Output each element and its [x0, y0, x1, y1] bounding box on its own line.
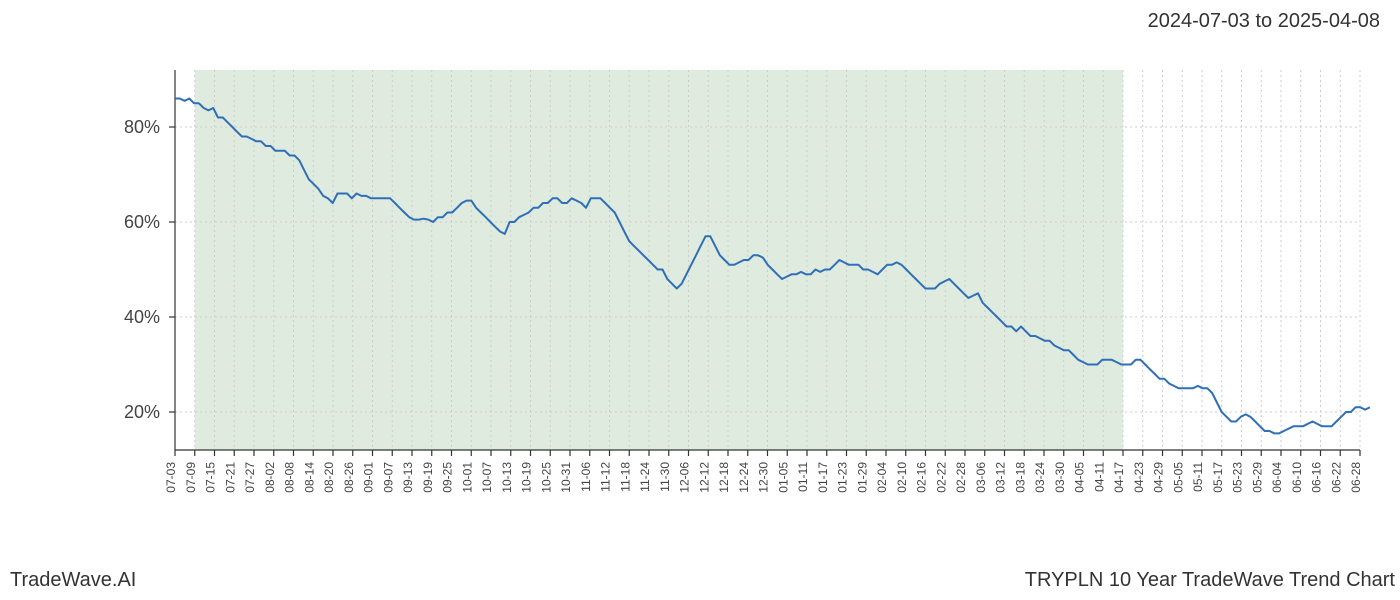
- xtick-label: 04-29: [1152, 462, 1166, 493]
- trend-chart: 20% 40% 60% 80% 07-03 07-09 07-15 07-21 07-27 08-…: [0, 50, 1400, 520]
- xtick-label: 01-11: [796, 462, 810, 492]
- xtick-label: 02-16: [915, 462, 929, 493]
- xtick-label: 03-30: [1053, 462, 1067, 493]
- xtick-label: 01-17: [816, 462, 830, 493]
- xtick-label: 03-12: [994, 462, 1008, 493]
- xtick-label: 10-01: [460, 462, 474, 493]
- xtick-label: 08-26: [342, 462, 356, 493]
- xtick-label: 05-17: [1211, 462, 1225, 493]
- xtick-label: 08-20: [322, 462, 336, 493]
- xtick-label: 10-07: [480, 462, 494, 493]
- ytick-label: 20%: [124, 402, 160, 422]
- xtick-label: 11-06: [579, 462, 593, 492]
- ytick-label: 60%: [124, 212, 160, 232]
- xtick-label: 04-23: [1132, 462, 1146, 493]
- xtick-label: 07-03: [164, 462, 178, 493]
- xtick-label: 11-18: [618, 462, 632, 492]
- xtick-label: 08-14: [302, 462, 316, 493]
- xtick-label: 04-11: [1092, 462, 1106, 492]
- xtick-label: 12-24: [737, 462, 751, 493]
- xtick-label: 11-24: [638, 462, 652, 492]
- xtick-label: 12-12: [697, 462, 711, 493]
- xtick-label: 10-25: [539, 462, 553, 493]
- xtick-label: 05-23: [1231, 462, 1245, 493]
- date-range-label: 2024-07-03 to 2025-04-08: [1148, 10, 1380, 33]
- xtick-label: 09-13: [401, 462, 415, 493]
- xtick-label: 01-29: [855, 462, 869, 493]
- xtick-label: 07-27: [243, 462, 257, 493]
- xtick-label: 06-28: [1349, 462, 1363, 493]
- xtick-label: 04-05: [1073, 462, 1087, 493]
- xtick-label: 07-09: [184, 462, 198, 493]
- xtick-label: 02-22: [934, 462, 948, 493]
- xtick-label: 09-01: [362, 462, 376, 493]
- ytick-label: 80%: [124, 117, 160, 137]
- xtick-label: 03-24: [1033, 462, 1047, 493]
- xtick-label: 08-08: [283, 462, 297, 493]
- xtick-label: 06-10: [1290, 462, 1304, 493]
- xtick-label: 09-19: [421, 462, 435, 493]
- xtick-label: 12-18: [717, 462, 731, 493]
- shaded-region: [195, 70, 1123, 450]
- xtick-label: 04-17: [1112, 462, 1126, 493]
- xtick-label: 05-05: [1171, 462, 1185, 493]
- xtick-label: 01-23: [836, 462, 850, 493]
- xtick-label: 02-10: [895, 462, 909, 493]
- xtick-label: 10-19: [520, 462, 534, 493]
- xtick-label: 03-06: [974, 462, 988, 493]
- footer-chart-title: TRYPLN 10 Year TradeWave Trend Chart: [1025, 569, 1395, 592]
- xtick-label: 11-30: [658, 462, 672, 492]
- ytick-label: 40%: [124, 307, 160, 327]
- xtick-label: 12-30: [757, 462, 771, 493]
- xtick-label: 02-28: [954, 462, 968, 493]
- xtick-label: 11-12: [599, 462, 613, 492]
- xtick-label: 06-16: [1310, 462, 1324, 493]
- xtick-label: 09-25: [441, 462, 455, 493]
- xtick-label: 10-31: [559, 462, 573, 493]
- xtick-label: 08-02: [263, 462, 277, 493]
- xtick-label: 07-21: [223, 462, 237, 493]
- xtick-label: 07-15: [204, 462, 218, 493]
- xtick-label: 10-13: [500, 462, 514, 493]
- footer-brand: TradeWave.AI: [10, 569, 136, 592]
- xtick-label: 09-07: [381, 462, 395, 493]
- xtick-label: 06-04: [1270, 462, 1284, 493]
- chart-svg: 20% 40% 60% 80% 07-03 07-09 07-15 07-21 07-27 08-…: [0, 50, 1400, 520]
- xtick-label: 01-05: [776, 462, 790, 493]
- xtick-label: 05-29: [1250, 462, 1264, 493]
- xtick-label: 02-04: [875, 462, 889, 493]
- xtick-label: 05-11: [1191, 462, 1205, 492]
- xtick-label: 12-06: [678, 462, 692, 493]
- xtick-label: 06-22: [1329, 462, 1343, 493]
- xtick-label: 03-18: [1013, 462, 1027, 493]
